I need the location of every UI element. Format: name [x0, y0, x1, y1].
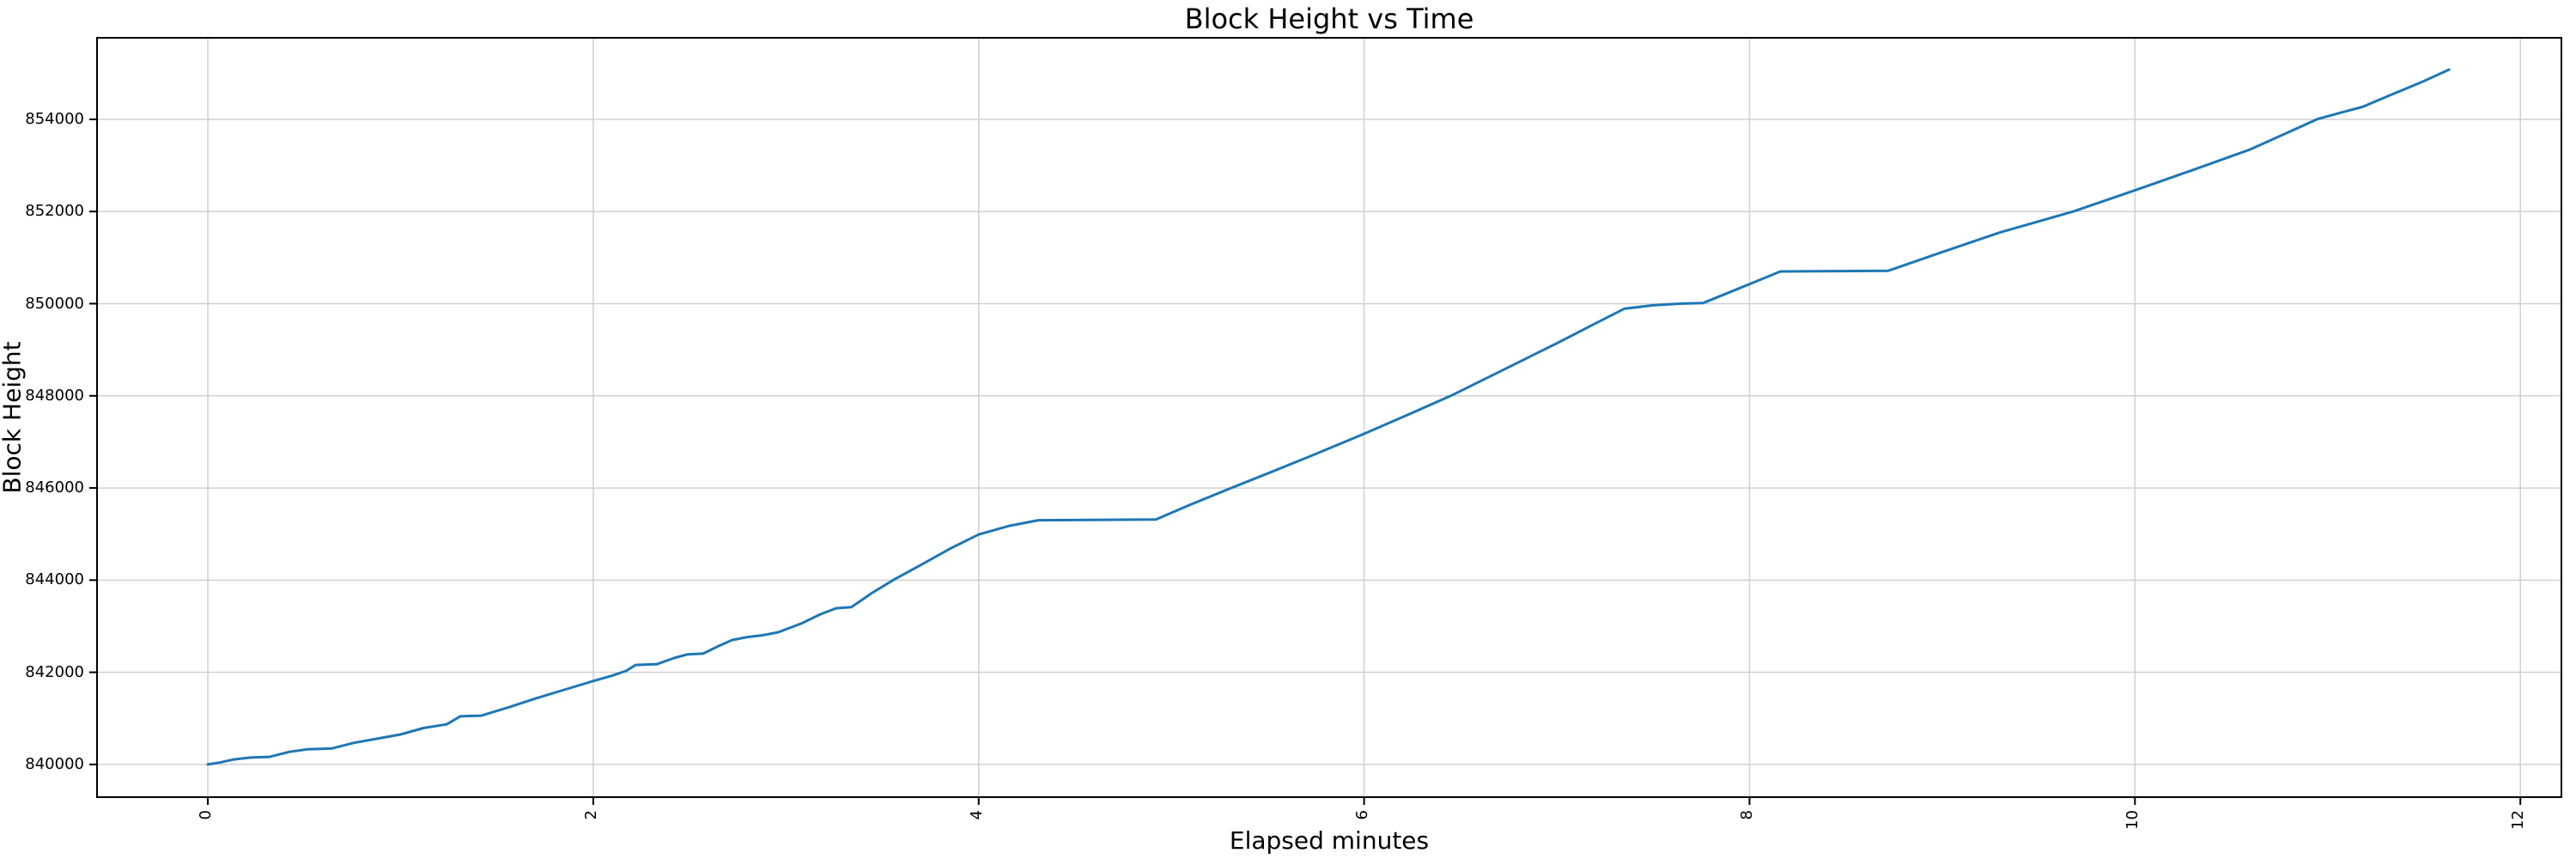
y-tick-label: 848000	[25, 386, 84, 405]
y-tick-label: 844000	[25, 570, 84, 589]
y-tick-label: 842000	[25, 662, 84, 681]
x-axis-label: Elapsed minutes	[1229, 826, 1430, 855]
plot-border	[96, 37, 2562, 798]
y-tick-label: 850000	[25, 294, 84, 313]
tick-marks	[89, 118, 2522, 805]
y-tick-label: 854000	[25, 109, 84, 128]
y-tick-label: 846000	[25, 478, 84, 497]
grid-lines	[97, 38, 2561, 797]
series-line	[206, 68, 2451, 766]
x-tick-label: 4	[967, 810, 986, 820]
x-tick-label: 8	[1738, 810, 1757, 820]
x-tick-label: 0	[197, 810, 216, 820]
y-tick-label: 840000	[25, 754, 84, 773]
y-tick-label: 852000	[25, 202, 84, 221]
axes-spines	[96, 37, 2562, 798]
chart-title: Block Height vs Time	[1184, 3, 1474, 35]
block-height-line	[206, 68, 2451, 766]
x-tick-label: 2	[581, 810, 600, 820]
x-tick-label: 6	[1352, 810, 1371, 820]
